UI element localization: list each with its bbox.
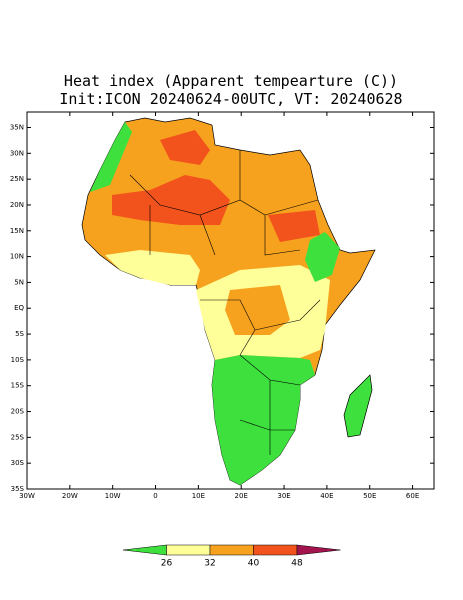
y-tick-label: 25N — [10, 175, 24, 183]
region — [268, 210, 320, 242]
madagascar — [343, 374, 373, 438]
x-tick-label: 20W — [62, 492, 78, 500]
colorbar-segment — [166, 544, 211, 556]
x-tick-label: 30E — [277, 492, 290, 500]
y-tick-label: 30S — [11, 459, 25, 467]
y-tick-label: EQ — [14, 304, 24, 312]
y-tick-label: 10S — [11, 356, 25, 364]
region — [105, 250, 200, 285]
colorbar-segment — [209, 544, 254, 556]
y-tick-label: 35S — [11, 485, 25, 493]
x-tick-label: 50E — [363, 492, 376, 500]
colorbar-segment — [122, 544, 167, 556]
colorbar-segment — [296, 544, 341, 556]
colorbar-label: 26 — [161, 559, 173, 569]
colorbar-label: 32 — [204, 559, 215, 569]
x-tick-label: 60E — [406, 492, 419, 500]
y-tick-label: 5S — [15, 330, 24, 338]
x-tick-label: 10W — [105, 492, 121, 500]
land — [81, 117, 376, 486]
region — [90, 122, 132, 192]
map-frame — [26, 111, 435, 490]
x-tick-label: 0 — [153, 492, 157, 500]
colorbar-label: 40 — [248, 559, 260, 569]
x-tick-label: 10E — [192, 492, 205, 500]
title: Heat index (Apparent tempearture (C)) — [64, 72, 398, 90]
region — [305, 232, 340, 282]
x-tick-label: 20E — [235, 492, 248, 500]
y-tick-label: 20S — [11, 408, 25, 416]
borders — [129, 150, 321, 455]
y-tick-label: 15S — [11, 382, 25, 390]
y-tick-label: 10N — [10, 253, 24, 261]
region — [160, 130, 210, 165]
region — [225, 285, 290, 335]
x-tick-label: 30W — [19, 492, 35, 500]
y-tick-label: 35N — [10, 123, 24, 131]
colorbar-label: 48 — [291, 559, 303, 569]
x-tick-label: 40E — [320, 492, 333, 500]
y-tick-label: 20N — [10, 201, 24, 209]
y-tick-label: 25S — [11, 433, 25, 441]
y-tick-label: 15N — [10, 227, 24, 235]
region — [212, 355, 315, 485]
y-tick-label: 5N — [14, 278, 24, 286]
y-tick-label: 30N — [10, 149, 24, 157]
subtitle: Init:ICON 20240624-00UTC, VT: 20240628 — [59, 90, 402, 108]
region — [112, 175, 230, 225]
colorbar-segment — [253, 544, 298, 556]
